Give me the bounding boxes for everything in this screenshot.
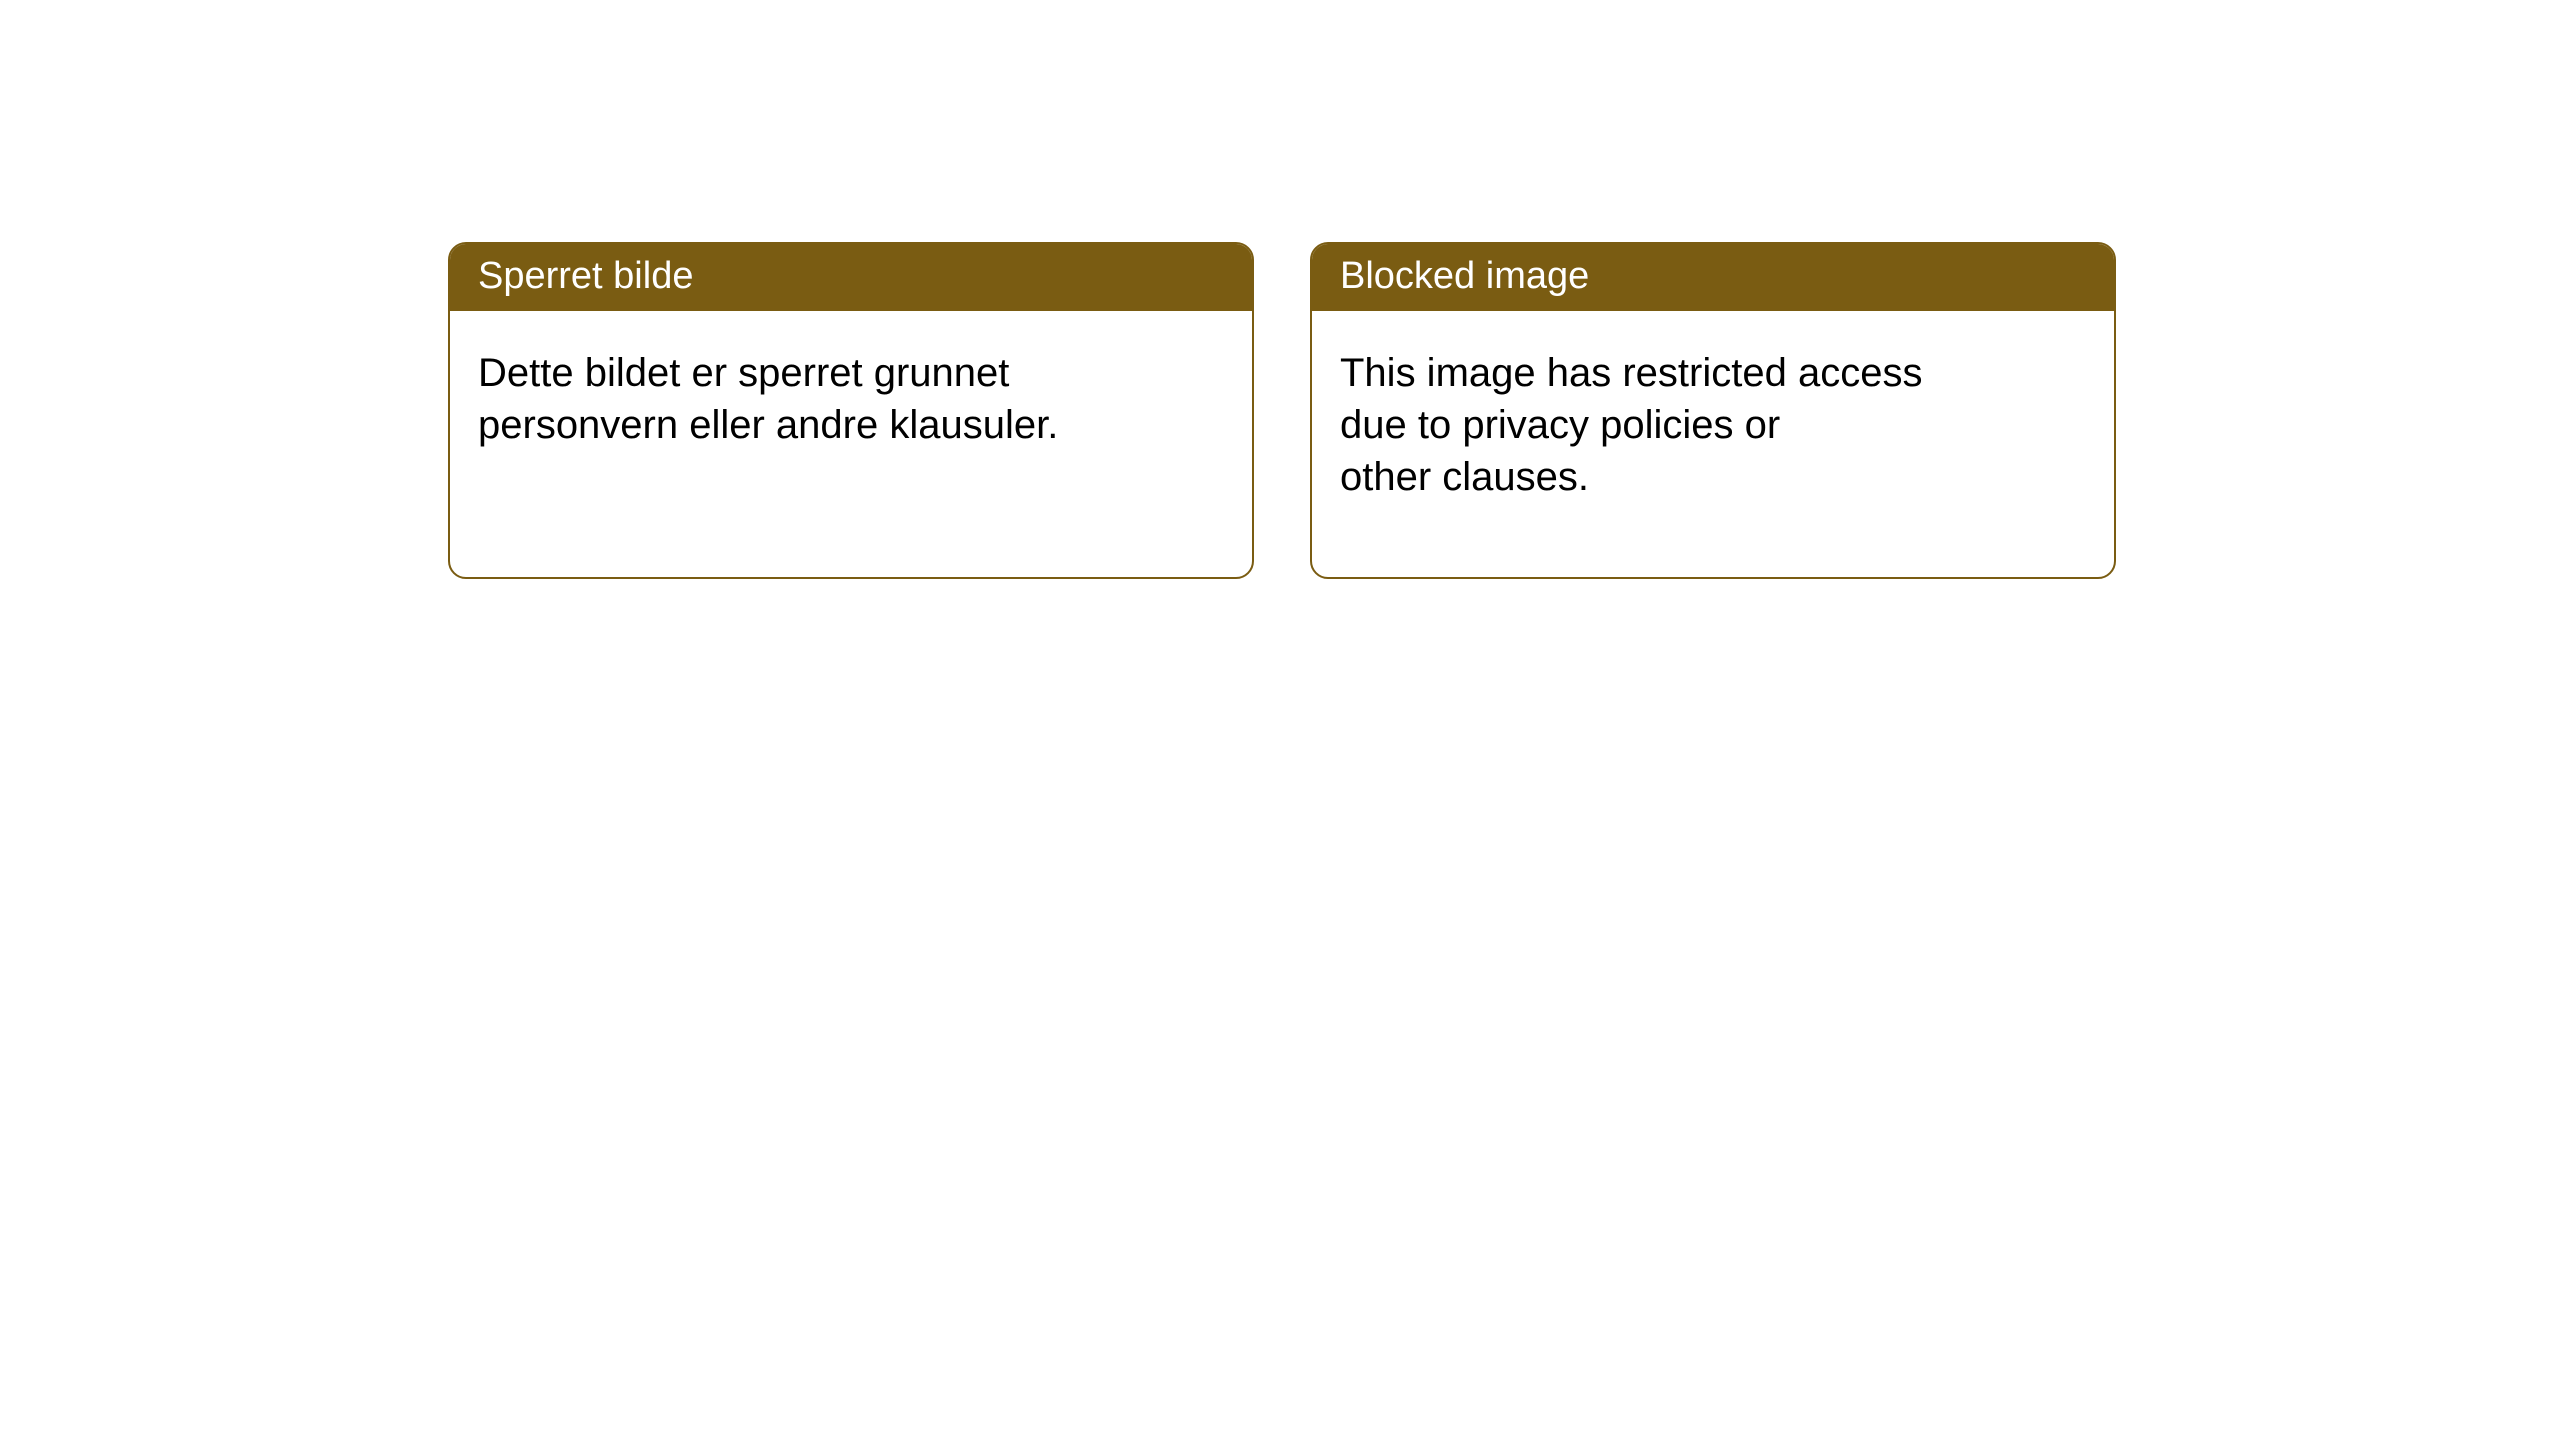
notice-header: Blocked image (1312, 244, 2114, 311)
notice-body: Dette bildet er sperret grunnet personve… (450, 311, 1252, 487)
notice-card-english: Blocked image This image has restricted … (1310, 242, 2116, 579)
notice-body: This image has restricted access due to … (1312, 311, 2114, 539)
notice-card-norwegian: Sperret bilde Dette bildet er sperret gr… (448, 242, 1254, 579)
notice-container: Sperret bilde Dette bildet er sperret gr… (0, 0, 2560, 579)
notice-header: Sperret bilde (450, 244, 1252, 311)
